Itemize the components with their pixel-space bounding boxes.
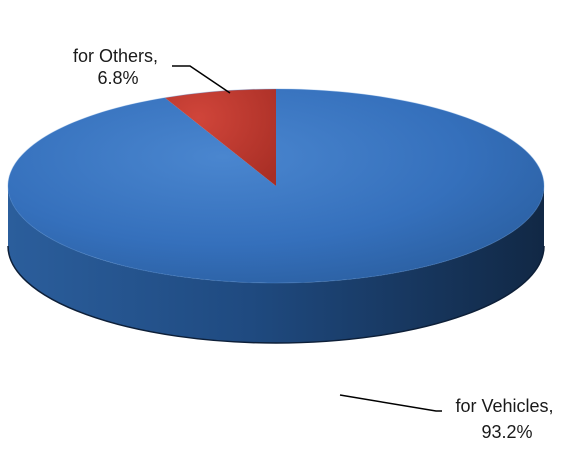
leader-line-others	[172, 65, 231, 94]
pie-top-edge	[7, 88, 545, 284]
leader-line-vehicles	[339, 394, 442, 412]
pie-side-layer	[7, 186, 545, 344]
label-vehicles: for Vehicles, 93.2%	[455, 396, 558, 442]
label-others: for Others, 6.8%	[73, 46, 163, 88]
slice-vehicles	[7, 89, 544, 283]
leader-lines	[172, 65, 442, 412]
pie-side-wall	[8, 186, 544, 343]
pie-top-layer	[7, 88, 545, 284]
pie-bottom-rim	[7, 245, 545, 344]
slice-others	[164, 89, 276, 186]
